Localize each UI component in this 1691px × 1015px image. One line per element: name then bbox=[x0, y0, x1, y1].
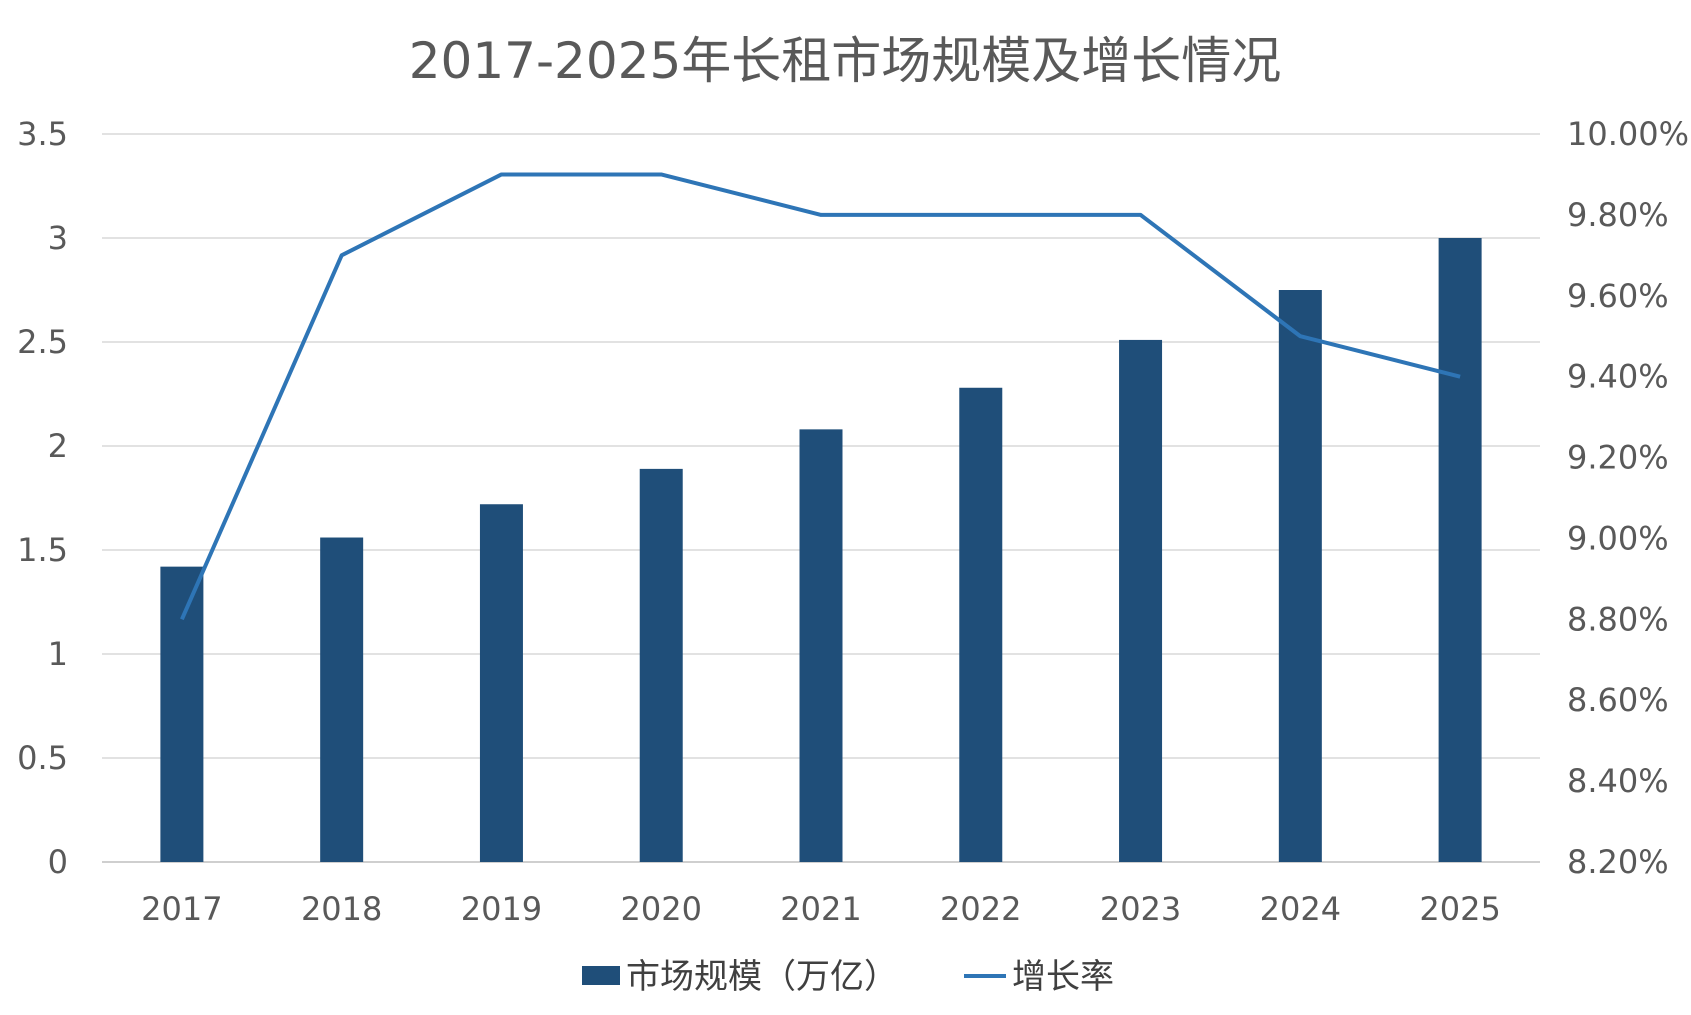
line-series bbox=[180, 172, 1461, 621]
bar bbox=[799, 429, 843, 862]
right-axis-tick-label: 8.80% bbox=[1567, 600, 1669, 638]
growth-rate-line bbox=[180, 172, 1461, 621]
x-axis-ticks: 2017 2018 2019 2020 2021 2022 2023 2024 2025 bbox=[141, 890, 1501, 928]
bar bbox=[1438, 238, 1482, 862]
x-axis-tick-label: 2022 bbox=[940, 890, 1021, 928]
x-axis-tick-label: 2023 bbox=[1100, 890, 1181, 928]
bar bbox=[1278, 290, 1322, 862]
left-axis-tick-label: 2 bbox=[48, 427, 68, 465]
left-axis-tick-label: 3.5 bbox=[17, 115, 68, 153]
legend-label-line: 增长率 bbox=[1012, 957, 1114, 997]
left-axis-ticks: 0 0.5 1 1.5 2 2.5 3 3.5 bbox=[17, 115, 68, 881]
bar bbox=[959, 387, 1003, 862]
x-axis-tick-label: 2025 bbox=[1419, 890, 1500, 928]
right-axis-tick-label: 9.00% bbox=[1567, 519, 1669, 557]
left-axis-tick-label: 3 bbox=[48, 219, 68, 257]
x-axis-tick-label: 2020 bbox=[621, 890, 702, 928]
right-axis-tick-label: 8.60% bbox=[1567, 681, 1669, 719]
right-axis-tick-label: 9.40% bbox=[1567, 358, 1669, 396]
bar bbox=[320, 537, 364, 862]
right-axis-tick-label: 9.80% bbox=[1567, 196, 1669, 234]
right-axis-ticks: 8.20% 8.40% 8.60% 8.80% 9.00% 9.20% 9.40% 9.60%… bbox=[1567, 115, 1689, 881]
right-axis-tick-label: 8.40% bbox=[1567, 762, 1669, 800]
right-axis-tick-label: 9.20% bbox=[1567, 439, 1669, 477]
left-axis-tick-label: 0.5 bbox=[17, 739, 68, 777]
legend-label-bar: 市场规模（万亿） bbox=[626, 957, 898, 997]
right-axis-tick-label: 8.20% bbox=[1567, 843, 1669, 881]
x-axis-tick-label: 2017 bbox=[141, 890, 222, 928]
x-axis-tick-label: 2018 bbox=[301, 890, 382, 928]
left-axis-tick-label: 1.5 bbox=[17, 531, 68, 569]
left-axis-tick-label: 0 bbox=[48, 843, 68, 881]
left-axis-tick-label: 2.5 bbox=[17, 323, 68, 361]
right-axis-tick-label: 10.00% bbox=[1567, 115, 1689, 153]
legend: 市场规模（万亿） 增长率 bbox=[582, 957, 1114, 997]
bar bbox=[1119, 339, 1163, 862]
x-axis-tick-label: 2024 bbox=[1260, 890, 1341, 928]
x-axis-tick-label: 2019 bbox=[461, 890, 542, 928]
x-axis-tick-label: 2021 bbox=[780, 890, 861, 928]
left-axis-tick-label: 1 bbox=[48, 635, 68, 673]
chart-title: 2017-2025年长租市场规模及增长情况 bbox=[409, 32, 1282, 90]
bar bbox=[639, 468, 683, 862]
legend-swatch-bar bbox=[582, 966, 620, 985]
bar bbox=[160, 566, 204, 862]
bar bbox=[479, 504, 523, 862]
bar-series bbox=[160, 238, 1482, 862]
right-axis-tick-label: 9.60% bbox=[1567, 277, 1669, 315]
